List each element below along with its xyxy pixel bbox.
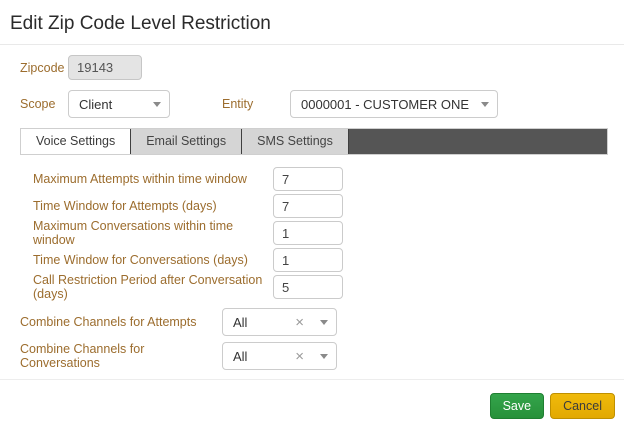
form-row: Maximum Conversations within time window (33, 219, 624, 247)
max-attempts-label: Maximum Attempts within time window (33, 172, 247, 186)
zipcode-row: Zipcode (20, 55, 608, 80)
form-row: Call Restriction Period after Conversati… (33, 273, 624, 301)
zipcode-label: Zipcode (20, 60, 65, 75)
combine-attempts-label: Combine Channels for Attempts (20, 315, 197, 329)
chevron-down-icon (153, 101, 161, 107)
clear-icon[interactable]: × (295, 347, 304, 365)
max-attempts-input[interactable] (273, 167, 343, 191)
settings-tabstrip: Voice Settings Email Settings SMS Settin… (20, 128, 608, 155)
scope-dropdown[interactable]: Client (68, 90, 170, 118)
page-title: Edit Zip Code Level Restriction (10, 13, 271, 34)
scope-label: Scope (20, 97, 56, 111)
attempts-window-input[interactable] (273, 194, 343, 218)
form-row: Combine Channels for Conversations All × (20, 342, 624, 370)
zipcode-input (68, 55, 142, 80)
max-conversations-label: Maximum Conversations within time window (33, 219, 234, 247)
scope-entity-row: Scope Client Entity 0000001 - CUSTOMER O… (20, 90, 608, 118)
conversations-window-input[interactable] (273, 248, 343, 272)
form-row: Combine Channels for Attempts All × (20, 308, 624, 336)
voice-settings-panel: Maximum Attempts within time window Time… (33, 167, 624, 301)
footer-actions: Save Cancel (0, 380, 624, 419)
conversations-window-label: Time Window for Conversations (days) (33, 253, 248, 267)
chevron-down-icon (481, 101, 489, 107)
chevron-down-icon (320, 353, 328, 359)
tab-voice-settings[interactable]: Voice Settings (21, 129, 132, 154)
combine-attempts-dropdown[interactable]: All × (222, 308, 337, 336)
attempts-window-label: Time Window for Attempts (days) (33, 199, 217, 213)
combine-attempts-selected-value: All (233, 314, 248, 330)
entity-label: Entity (222, 97, 254, 111)
cancel-button[interactable]: Cancel (550, 393, 615, 419)
chevron-down-icon (320, 319, 328, 325)
clear-icon[interactable]: × (295, 313, 304, 331)
combine-conversations-label: Combine Channels for Conversations (20, 342, 145, 370)
combine-channels-section: Combine Channels for Attempts All × Comb… (20, 308, 624, 370)
scope-selected-value: Client (79, 96, 113, 112)
title-divider (0, 44, 624, 45)
entity-selected-value: 0000001 - CUSTOMER ONE (301, 96, 470, 112)
max-conversations-input[interactable] (273, 221, 343, 245)
save-button[interactable]: Save (489, 393, 545, 419)
combine-conversations-dropdown[interactable]: All × (222, 342, 337, 370)
tab-sms-settings[interactable]: SMS Settings (242, 129, 349, 154)
entity-dropdown[interactable]: 0000001 - CUSTOMER ONE (290, 90, 498, 118)
combine-conversations-selected-value: All (233, 348, 248, 364)
form-row: Maximum Attempts within time window (33, 167, 624, 191)
form-row: Time Window for Attempts (days) (33, 194, 624, 218)
tab-email-settings[interactable]: Email Settings (131, 129, 243, 154)
call-restriction-period-input[interactable] (273, 275, 343, 299)
form-row: Time Window for Conversations (days) (33, 248, 624, 272)
footer-divider (0, 379, 624, 380)
call-restriction-period-label: Call Restriction Period after Conversati… (33, 273, 263, 301)
